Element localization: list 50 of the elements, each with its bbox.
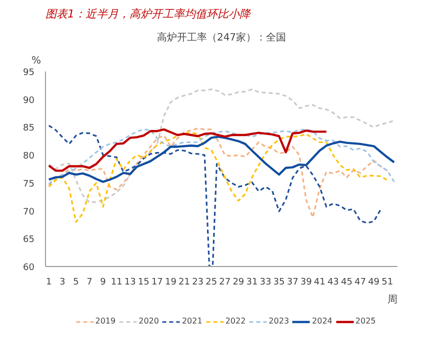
legend-label: 2023 [268, 316, 290, 326]
y-tick-label: 85 [23, 124, 34, 134]
x-tick-label: 17 [151, 278, 163, 288]
x-tick-label: 37 [286, 278, 298, 288]
legend-label: 2022 [225, 316, 246, 326]
x-tick-label: 21 [178, 278, 190, 288]
x-tick-label: 1 [46, 278, 52, 288]
y-tick-label: 60 [23, 263, 35, 273]
x-tick-label: 9 [100, 278, 106, 288]
y-tick-label: 65 [23, 235, 34, 246]
x-axis-title: 周 [388, 294, 398, 306]
x-tick-label: 41 [314, 278, 326, 288]
line-series [48, 124, 382, 266]
line-series [48, 88, 395, 204]
legend-label: 2020 [138, 316, 159, 326]
x-tick-label: 49 [368, 278, 380, 288]
legend-label: 2019 [95, 316, 116, 326]
y-tick-label: 95 [23, 68, 34, 78]
line-series [48, 128, 328, 172]
x-tick-label: 3 [60, 278, 66, 288]
x-tick-label: 45 [341, 278, 352, 288]
x-tick-label: 27 [219, 278, 231, 288]
legend-label: 2024 [312, 316, 332, 326]
y-tick-label: 80 [23, 152, 35, 162]
y-tick-label: 90 [23, 96, 35, 106]
legend-label: 2025 [355, 316, 376, 326]
x-tick-label: 29 [232, 278, 244, 288]
chart-title: 图表1：近半月，高炉开工率均值环比小降 [46, 8, 252, 20]
x-tick-label: 33 [260, 278, 272, 288]
y-tick-label: 75 [23, 179, 34, 190]
x-tick-label: 43 [327, 278, 339, 288]
x-tick-label: 19 [165, 278, 177, 288]
legend-label: 2021 [182, 316, 202, 326]
x-tick-label: 5 [73, 278, 79, 288]
y-tick-label: 70 [23, 207, 35, 218]
x-tick-label: 31 [246, 278, 258, 288]
x-tick-label: 35 [273, 278, 285, 288]
x-tick-label: 13 [124, 278, 136, 288]
x-tick-label: 7 [86, 278, 92, 288]
x-tick-label: 39 [300, 278, 312, 288]
x-tick-label: 23 [192, 278, 204, 288]
x-tick-label: 51 [382, 278, 394, 288]
x-tick-label: 11 [110, 278, 122, 288]
line-series [48, 136, 396, 183]
x-tick-label: 47 [354, 278, 366, 288]
line-series [48, 128, 395, 185]
y-axis-title: % [32, 56, 42, 66]
x-tick-label: 15 [138, 278, 150, 288]
x-tick-label: 25 [206, 278, 218, 288]
chart-subtitle: 高炉开工率（247家）：全国 [156, 32, 286, 44]
